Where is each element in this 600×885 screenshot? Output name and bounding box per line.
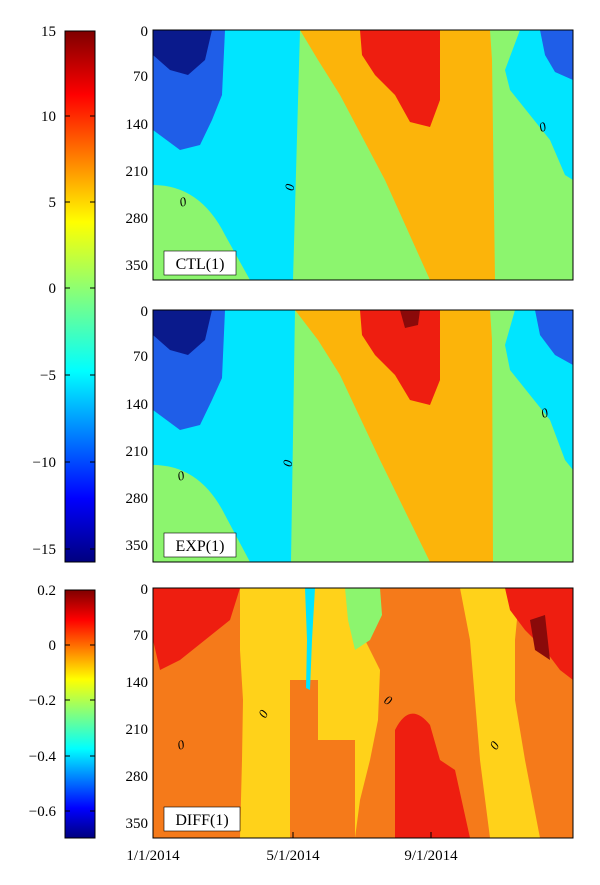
diff-region-darkred	[530, 615, 550, 660]
diff-region-red-bottom	[395, 713, 470, 838]
ctl-frame	[152, 29, 574, 281]
ctl-region-orange	[300, 30, 495, 280]
exp-region-red	[360, 310, 440, 405]
y-tick-label: 280	[126, 769, 149, 785]
contour-label: 0	[176, 467, 187, 483]
contour-label: 0	[176, 736, 187, 752]
diff-region-green	[345, 588, 382, 650]
ctl-region-red	[360, 30, 440, 127]
colorbar-diff: 0.2 0 −0.2 −0.4 −0.6	[29, 583, 96, 839]
colorbar-diff-tick-label: 0	[49, 638, 57, 654]
y-tick-label: 280	[126, 211, 149, 227]
panel-label-box	[163, 806, 241, 832]
y-tick-label: 70	[133, 349, 148, 365]
ctl-region-blue-right	[540, 30, 573, 80]
contour-label: 0	[178, 193, 189, 209]
colorbar-main: 15 10 5 0 −5 −10 −15	[33, 24, 96, 563]
colorbar-main-tick-label: −15	[33, 542, 56, 558]
exp-frame	[152, 309, 574, 563]
colorbar-main-tick-label: −10	[33, 455, 56, 471]
panel-exp	[152, 309, 574, 563]
colorbar-diff-tick-label: −0.4	[29, 749, 57, 765]
exp-region-darkblue	[153, 310, 212, 355]
exp-region-orange	[295, 310, 493, 562]
colorbar-diff-tick-label: −0.6	[29, 804, 57, 820]
diff-region-red-topleft	[153, 588, 240, 670]
y-tick-label: 140	[126, 117, 149, 133]
contour-label: 0	[280, 458, 296, 467]
colorbar-main-tick-label: −5	[40, 368, 56, 384]
panel-label-text: CTL(1)	[176, 256, 225, 273]
contour-label: 0	[537, 118, 549, 134]
panel-diff	[152, 587, 574, 839]
y-axis-diff: 0 70 140 210 280 350	[126, 582, 149, 832]
colorbar-diff-tick-label: −0.2	[29, 693, 56, 709]
y-tick-label: 140	[126, 675, 149, 691]
y-tick-label: 70	[133, 628, 148, 644]
colorbar-diff-tick-label: 0.2	[37, 583, 56, 599]
colorbar-main-tick-label: 15	[41, 24, 56, 40]
y-tick-label: 280	[126, 491, 149, 507]
diff-region-orange-block	[290, 680, 355, 838]
colorbar-diff-gradient	[64, 589, 96, 839]
y-tick-label: 140	[126, 397, 149, 413]
y-tick-label: 350	[126, 816, 149, 832]
x-tick-label: 1/1/2014	[126, 848, 180, 864]
ctl-region-darkblue	[153, 30, 212, 75]
y-tick-label: 0	[141, 304, 149, 320]
exp-region-darkred	[400, 310, 420, 328]
y-axis-exp: 0 70 140 210 280 350	[126, 304, 149, 554]
y-tick-label: 70	[133, 69, 148, 85]
contour-label: 0	[282, 182, 298, 191]
y-tick-label: 210	[126, 164, 149, 180]
diff-region-yellow-right	[460, 588, 540, 838]
x-tick-label: 5/1/2014	[266, 848, 320, 864]
y-tick-label: 350	[126, 258, 149, 274]
y-tick-label: 0	[141, 24, 149, 40]
colorbar-main-tick-label: 0	[49, 281, 57, 297]
diff-region-cyan-streak	[305, 588, 315, 690]
y-tick-label: 0	[141, 582, 149, 598]
y-tick-label: 210	[126, 444, 149, 460]
x-axis-diff: 1/1/2014 5/1/2014 9/1/2014	[126, 832, 458, 864]
panel-label-text: DIFF(1)	[175, 812, 228, 829]
panel-label-diff: DIFF(1)	[163, 806, 241, 832]
diff-frame	[152, 587, 574, 839]
panel-label-text: EXP(1)	[176, 538, 225, 555]
colorbar-main-tick-label: 10	[41, 109, 56, 125]
colorbar-main-ticks	[65, 30, 95, 550]
y-tick-label: 350	[126, 538, 149, 554]
y-tick-label: 210	[126, 722, 149, 738]
colorbar-main-tick-label: 5	[49, 195, 57, 211]
panel-label-ctl: CTL(1)	[163, 250, 237, 276]
x-tick-label: 9/1/2014	[404, 848, 458, 864]
panel-label-box	[163, 532, 237, 558]
colorbar-main-gradient	[64, 30, 96, 563]
contour-label: 0	[539, 404, 551, 420]
panel-label-box	[163, 250, 237, 276]
y-axis-ctl: 0 70 140 210 280 350	[126, 24, 149, 274]
panel-ctl	[152, 29, 574, 281]
exp-region-blue-right	[535, 310, 573, 365]
panel-label-exp: EXP(1)	[163, 532, 237, 558]
